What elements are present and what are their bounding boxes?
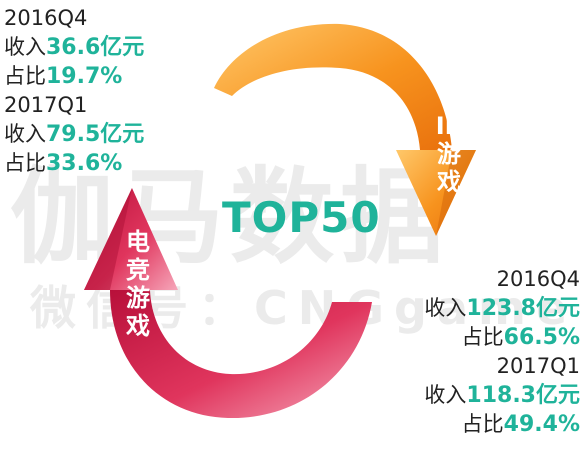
ip-game-label: IP 游 戏 <box>432 112 466 196</box>
right-q1-share-value: 66.5% <box>503 325 580 350</box>
dj-arrow-head <box>84 188 178 290</box>
watermark-main: 伽马数据 <box>10 156 451 278</box>
right-q1-revenue-row: 收入123.8亿元 <box>424 294 580 323</box>
dj-label-line-3: 游 <box>126 284 150 312</box>
right-q1-revenue-value: 123.8亿元 <box>466 296 580 321</box>
center-title: TOP50 <box>222 193 381 242</box>
right-q1-share-prefix: 占比 <box>461 325 504 349</box>
ip-label-line-3: 戏 <box>437 168 461 196</box>
right-q2-share-row: 占比49.4% <box>424 410 580 439</box>
left-q2-share-prefix: 占比 <box>4 151 46 175</box>
right-q1-revenue-prefix: 收入 <box>424 296 467 320</box>
ip-arrow-body <box>214 23 452 150</box>
right-q1-period: 2016Q4 <box>496 267 580 291</box>
dj-label-line-4: 戏 <box>126 312 150 340</box>
right-q2-revenue-value: 118.3亿元 <box>466 383 580 408</box>
right-q1-share-row: 占比66.5% <box>424 323 580 352</box>
left-q1-share-prefix: 占比 <box>4 64 46 88</box>
ip-label-line-1: IP <box>435 112 463 140</box>
ip-label-line-2: 游 <box>437 140 461 168</box>
dj-label-line-1: 电 <box>126 228 150 256</box>
right-q2-revenue-row: 收入118.3亿元 <box>424 381 580 410</box>
dj-arrow-body <box>110 290 372 419</box>
right-q2-period: 2017Q1 <box>496 354 580 378</box>
left-q1-share-row: 占比19.7% <box>4 62 144 91</box>
left-q2-share-value: 33.6% <box>46 151 123 176</box>
left-q1-revenue-value: 36.6亿元 <box>46 35 145 60</box>
right-q2-share-value: 49.4% <box>503 412 580 437</box>
left-q1-revenue-prefix: 收入 <box>4 35 46 59</box>
esports-game-label: 电 竞 游 戏 <box>121 228 155 340</box>
left-q1-revenue-row: 收入36.6亿元 <box>4 33 144 62</box>
left-stats-block: 2016Q4 收入36.6亿元 占比19.7% 2017Q1 收入79.5亿元 … <box>4 4 144 178</box>
left-q1-period: 2016Q4 <box>4 6 88 30</box>
dj-arrow-shade <box>84 188 132 290</box>
left-q1-share-value: 19.7% <box>46 64 123 89</box>
right-q2-share-prefix: 占比 <box>461 412 504 436</box>
right-q2-revenue-prefix: 收入 <box>424 383 467 407</box>
ip-game-arrow <box>214 23 476 236</box>
right-stats-block: 2016Q4 收入123.8亿元 占比66.5% 2017Q1 收入118.3亿… <box>424 265 580 439</box>
dj-label-line-2: 竞 <box>126 256 150 284</box>
left-q2-revenue-row: 收入79.5亿元 <box>4 120 144 149</box>
left-q2-revenue-value: 79.5亿元 <box>46 122 145 147</box>
left-q2-share-row: 占比33.6% <box>4 149 144 178</box>
left-q2-period: 2017Q1 <box>4 93 88 117</box>
left-q2-revenue-prefix: 收入 <box>4 122 46 146</box>
ip-arrow-shade <box>436 150 476 236</box>
esports-game-arrow <box>84 188 372 419</box>
